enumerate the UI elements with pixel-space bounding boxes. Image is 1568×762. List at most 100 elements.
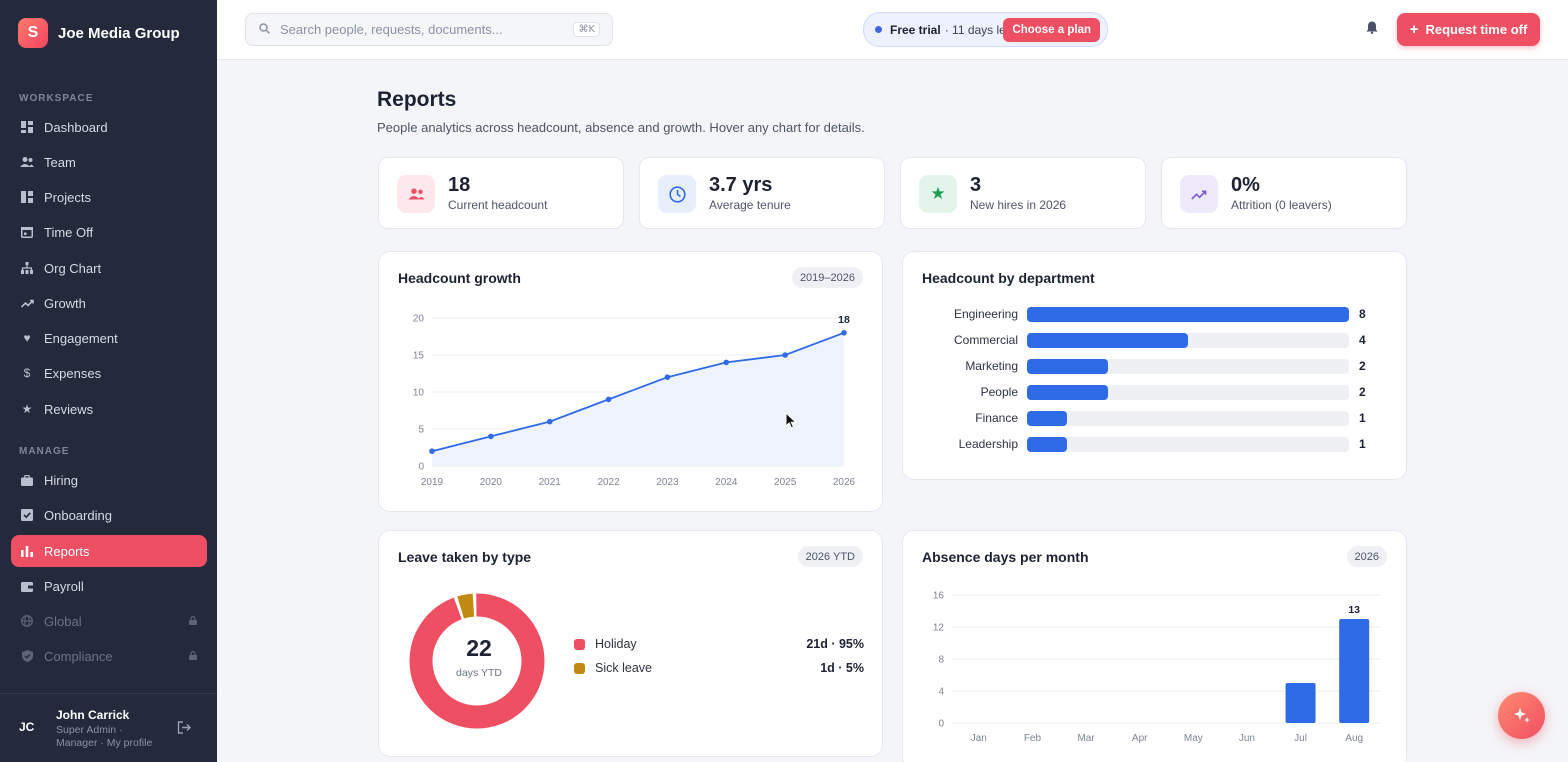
department-row[interactable]: People 2	[903, 382, 1406, 402]
sidebar-item-reviews[interactable]: ★ Reviews	[11, 393, 207, 425]
bar-track	[1027, 385, 1349, 400]
bar-value: 1	[1359, 411, 1366, 425]
sidebar-item-label: Growth	[44, 295, 86, 311]
sidebar-item-time-off[interactable]: Time Off	[11, 216, 207, 248]
sidebar-item-label: Onboarding	[44, 507, 112, 523]
wallet-icon	[20, 579, 34, 593]
data-label: 18	[838, 314, 850, 326]
bar	[1027, 411, 1068, 426]
sidebar-item-projects[interactable]: Projects	[11, 181, 207, 213]
sidebar-item-label: Global	[44, 613, 82, 629]
stat-value: 18	[448, 174, 471, 196]
bar-value: 4	[1359, 333, 1366, 347]
x-tick-label: 2024	[715, 477, 738, 488]
trend-icon	[1180, 175, 1218, 213]
sidebar-item-growth[interactable]: Growth	[11, 287, 207, 319]
sidebar-item-expenses[interactable]: $ Expenses	[11, 357, 207, 389]
bar	[1027, 437, 1068, 452]
y-tick-label: 8	[938, 655, 944, 666]
absence-bar-chart[interactable]: 0 4 8 12 16 Jan Feb Mar Apr May Jun Jul Aug 13	[903, 531, 1408, 762]
heart-icon: ♥	[23, 331, 31, 345]
avatar: JC	[19, 720, 35, 734]
mouse-cursor-icon	[785, 411, 798, 434]
sidebar-item-compliance[interactable]: Compliance	[11, 640, 207, 672]
sidebar-item-label: Team	[44, 154, 76, 170]
sidebar: S Joe Media Group WORKSPACE Dashboard Te…	[0, 0, 217, 762]
bar	[1285, 683, 1316, 723]
department-row[interactable]: Engineering 8	[903, 304, 1406, 324]
sidebar-item-label: Dashboard	[44, 119, 108, 135]
sparkle-icon	[1513, 707, 1530, 723]
card-title: Headcount by department	[922, 270, 1095, 286]
card-title: Absence days per month	[922, 549, 1089, 565]
data-point	[605, 396, 612, 403]
leave-by-type-card: Leave taken by type 2026 YTD 22 days YTD…	[378, 530, 883, 757]
x-tick-label: 2023	[656, 477, 679, 488]
data-point	[429, 448, 435, 454]
y-tick-label: 4	[938, 687, 944, 698]
y-tick-label: 20	[413, 314, 425, 325]
stat-card-tenure: 3.7 yrs Average tenure	[639, 157, 885, 229]
user-profile[interactable]: JC John Carrick Super Admin · Manager · …	[0, 693, 217, 762]
data-label: 13	[1348, 604, 1360, 616]
lock-icon	[189, 615, 197, 627]
department-row[interactable]: Finance 1	[903, 408, 1406, 428]
trial-days: · 11 days left	[944, 22, 1013, 37]
department-label: Leadership	[958, 437, 1018, 451]
request-time-off-button[interactable]: + Request time off	[1397, 13, 1540, 46]
data-point	[664, 374, 671, 380]
sidebar-item-label: Hiring	[44, 472, 78, 488]
stat-card-attrition: 0% Attrition (0 leavers)	[1161, 157, 1407, 229]
card-title: Leave taken by type	[398, 549, 532, 565]
headcount-growth-chart[interactable]: 0 5 10 15 20 2019 2020 2021 2022 2023 2024 2025 2026…	[379, 252, 884, 513]
donut-center-label: days YTD	[456, 667, 502, 679]
department-row[interactable]: Leadership 1	[903, 434, 1406, 454]
sidebar-item-reports[interactable]: Reports	[11, 535, 207, 567]
sidebar-item-label: Time Off	[44, 224, 94, 240]
topbar: Search people, requests, documents... ⌘K…	[217, 0, 1568, 60]
leave-donut-chart[interactable]	[399, 581, 559, 741]
x-tick-label: 2021	[539, 477, 562, 488]
choose-plan-button[interactable]: Choose a plan	[1003, 18, 1100, 42]
sidebar-item-org-chart[interactable]: Org Chart	[11, 252, 207, 284]
x-tick-label: 2019	[421, 477, 444, 488]
sidebar-item-team[interactable]: Team	[11, 146, 207, 178]
stat-value: 3.7 yrs	[709, 174, 773, 196]
series-line	[431, 331, 845, 453]
org-chart-icon	[20, 261, 34, 275]
sidebar-item-hiring[interactable]: Hiring	[11, 464, 207, 496]
bell-icon[interactable]	[1366, 21, 1378, 37]
bar	[1027, 307, 1349, 322]
trial-banner: Free trial · 11 days left Choose a plan	[863, 12, 1108, 47]
bar-value: 1	[1359, 437, 1366, 451]
headcount-by-department-card: Headcount by department Engineering 8 Comm…	[902, 251, 1407, 480]
sidebar-item-label: Org Chart	[44, 260, 102, 276]
stat-value: 0%	[1231, 174, 1260, 196]
star-icon: ★	[21, 402, 33, 416]
trial-dot	[875, 26, 882, 33]
plus-icon: +	[1409, 21, 1419, 38]
sidebar-item-global[interactable]: Global	[11, 605, 207, 637]
bar-value: 8	[1359, 307, 1366, 321]
x-tick-label: Jul	[1294, 733, 1307, 744]
x-tick-label: Feb	[1024, 733, 1042, 744]
sidebar-item-onboarding[interactable]: Onboarding	[11, 499, 207, 531]
sidebar-item-payroll[interactable]: Payroll	[11, 570, 207, 602]
sidebar-item-dashboard[interactable]: Dashboard	[11, 111, 207, 143]
x-tick-label: 2025	[774, 477, 797, 488]
x-tick-label: 2026	[833, 477, 856, 488]
lock-icon	[189, 650, 197, 662]
trial-label: Free trial	[890, 22, 941, 37]
x-tick-label: 2020	[480, 477, 503, 488]
logout-icon[interactable]	[177, 721, 191, 739]
department-row[interactable]: Commercial 4	[903, 330, 1406, 350]
sidebar-item-engagement[interactable]: ♥ Engagement	[11, 322, 207, 354]
search-input[interactable]: Search people, requests, documents... ⌘K	[245, 13, 613, 46]
brand[interactable]: S Joe Media Group	[18, 18, 180, 48]
sidebar-item-label: Payroll	[44, 578, 84, 594]
y-tick-label: 0	[418, 462, 424, 473]
x-tick-label: Apr	[1132, 733, 1148, 744]
x-tick-label: Jan	[971, 733, 987, 744]
ai-assistant-button[interactable]	[1498, 692, 1545, 739]
department-row[interactable]: Marketing 2	[903, 356, 1406, 376]
